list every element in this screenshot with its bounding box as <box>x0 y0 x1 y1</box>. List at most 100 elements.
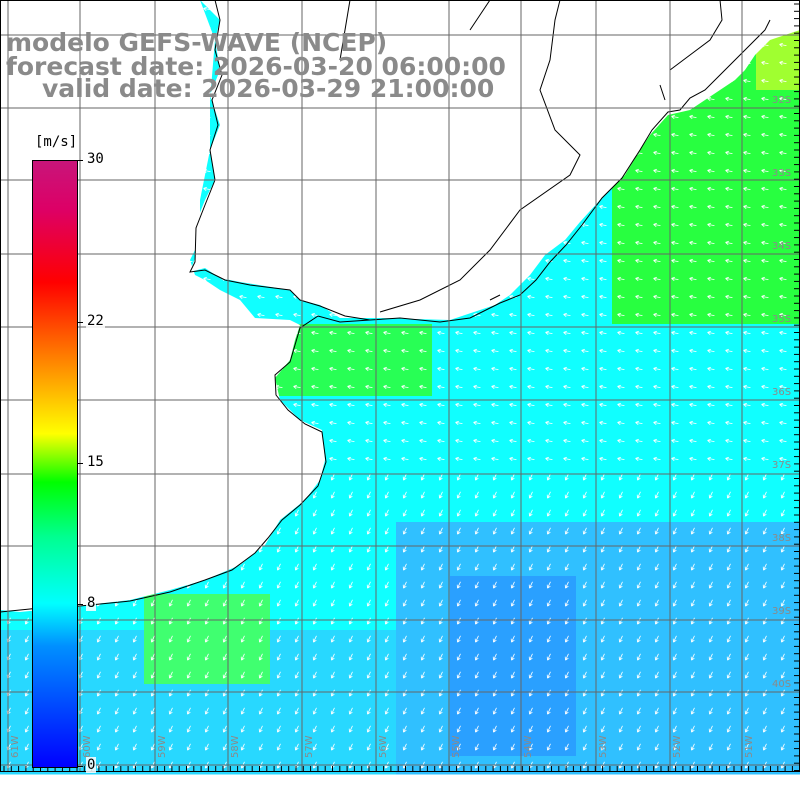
wind-arrow <box>635 312 643 317</box>
wind-arrow <box>726 599 731 607</box>
wind-arrow <box>726 545 731 553</box>
wind-arrow <box>365 366 373 371</box>
wind-arrow <box>600 473 605 481</box>
wind-arrow <box>456 491 461 499</box>
wind-arrow <box>671 186 679 191</box>
wind-arrow <box>150 653 155 661</box>
wind-arrow <box>24 635 29 643</box>
wind-arrow <box>671 312 679 317</box>
wind-arrow <box>545 384 553 389</box>
wind-arrow <box>707 258 715 263</box>
wind-arrow <box>636 707 641 715</box>
wind-arrow <box>114 689 119 697</box>
wind-arrow <box>491 330 499 335</box>
wind-arrow <box>204 635 209 643</box>
wind-arrow <box>348 743 353 751</box>
wind-arrow <box>150 599 155 607</box>
wind-arrow <box>330 527 335 535</box>
wind-cell <box>792 432 800 451</box>
wind-arrow <box>707 420 715 425</box>
wind-arrow <box>725 384 733 389</box>
wind-arrow <box>402 617 407 625</box>
wind-arrow <box>438 509 443 517</box>
wind-arrow <box>419 330 427 335</box>
wind-arrow <box>311 348 319 353</box>
wind-arrow <box>779 402 787 407</box>
wind-arrow <box>743 150 751 155</box>
wind-arrow <box>708 491 713 499</box>
wind-arrow <box>222 653 227 661</box>
wind-arrow <box>635 384 643 389</box>
wind-arrow <box>96 671 101 679</box>
wind-arrow <box>761 348 769 353</box>
wind-arrow <box>366 653 371 661</box>
wind-arrow <box>671 348 679 353</box>
wind-arrow <box>761 456 769 461</box>
wind-arrow <box>671 384 679 389</box>
wind-arrow <box>294 527 299 535</box>
wind-arrow <box>779 168 787 173</box>
wind-arrow <box>779 456 787 461</box>
wind-arrow <box>707 330 715 335</box>
wind-arrow <box>761 438 769 443</box>
wind-arrow <box>779 348 787 353</box>
wind-arrow <box>654 581 659 589</box>
wind-arrow <box>24 707 29 715</box>
wind-arrow <box>492 635 497 643</box>
wind-arrow <box>186 671 191 679</box>
wind-arrow <box>761 222 769 227</box>
wind-arrow <box>186 653 191 661</box>
wind-arrow <box>599 240 607 245</box>
wind-arrow <box>779 42 787 47</box>
wind-arrow <box>726 563 731 571</box>
wind-arrow <box>581 456 589 461</box>
wind-arrow <box>726 581 731 589</box>
wind-arrow <box>437 348 445 353</box>
wind-arrow <box>222 725 227 733</box>
wind-arrow <box>509 312 517 317</box>
wind-arrow <box>690 599 695 607</box>
wind-arrow <box>330 473 335 481</box>
wind-arrow <box>689 402 697 407</box>
wind-arrow <box>726 689 731 697</box>
wind-arrow <box>653 186 661 191</box>
wind-arrow <box>329 348 337 353</box>
wind-arrow <box>599 330 607 335</box>
wind-arrow <box>312 509 317 517</box>
wind-arrow <box>204 725 209 733</box>
wind-arrow <box>330 509 335 517</box>
wind-arrow <box>708 653 713 661</box>
wind-arrow <box>654 743 659 751</box>
wind-arrow <box>636 653 641 661</box>
wind-arrow <box>690 707 695 715</box>
wind-arrow <box>725 150 733 155</box>
wind-arrow <box>132 725 137 733</box>
wind-arrow <box>96 635 101 643</box>
wind-arrow <box>653 312 661 317</box>
wind-arrow <box>599 222 607 227</box>
wind-arrow <box>761 366 769 371</box>
lat-label: 40S <box>772 679 791 690</box>
wind-arrow <box>473 384 481 389</box>
wind-arrow <box>744 545 749 553</box>
wind-arrow <box>725 96 733 101</box>
wind-arrow <box>348 491 353 499</box>
wind-arrow <box>294 635 299 643</box>
wind-arrow <box>581 276 589 281</box>
wind-arrow <box>492 617 497 625</box>
wind-arrow <box>600 527 605 535</box>
wind-arrow <box>527 438 535 443</box>
wind-arrow <box>618 563 623 571</box>
wind-arrow <box>510 599 515 607</box>
wind-arrow <box>618 617 623 625</box>
wind-arrow <box>600 581 605 589</box>
wind-arrow <box>600 617 605 625</box>
colorbar-tickmark <box>77 766 83 767</box>
wind-arrow <box>438 581 443 589</box>
wind-arrow <box>761 330 769 335</box>
wind-arrow <box>726 509 731 517</box>
wind-arrow <box>599 438 607 443</box>
wind-arrow <box>438 599 443 607</box>
wind-arrow <box>527 276 535 281</box>
wind-arrow <box>509 366 517 371</box>
